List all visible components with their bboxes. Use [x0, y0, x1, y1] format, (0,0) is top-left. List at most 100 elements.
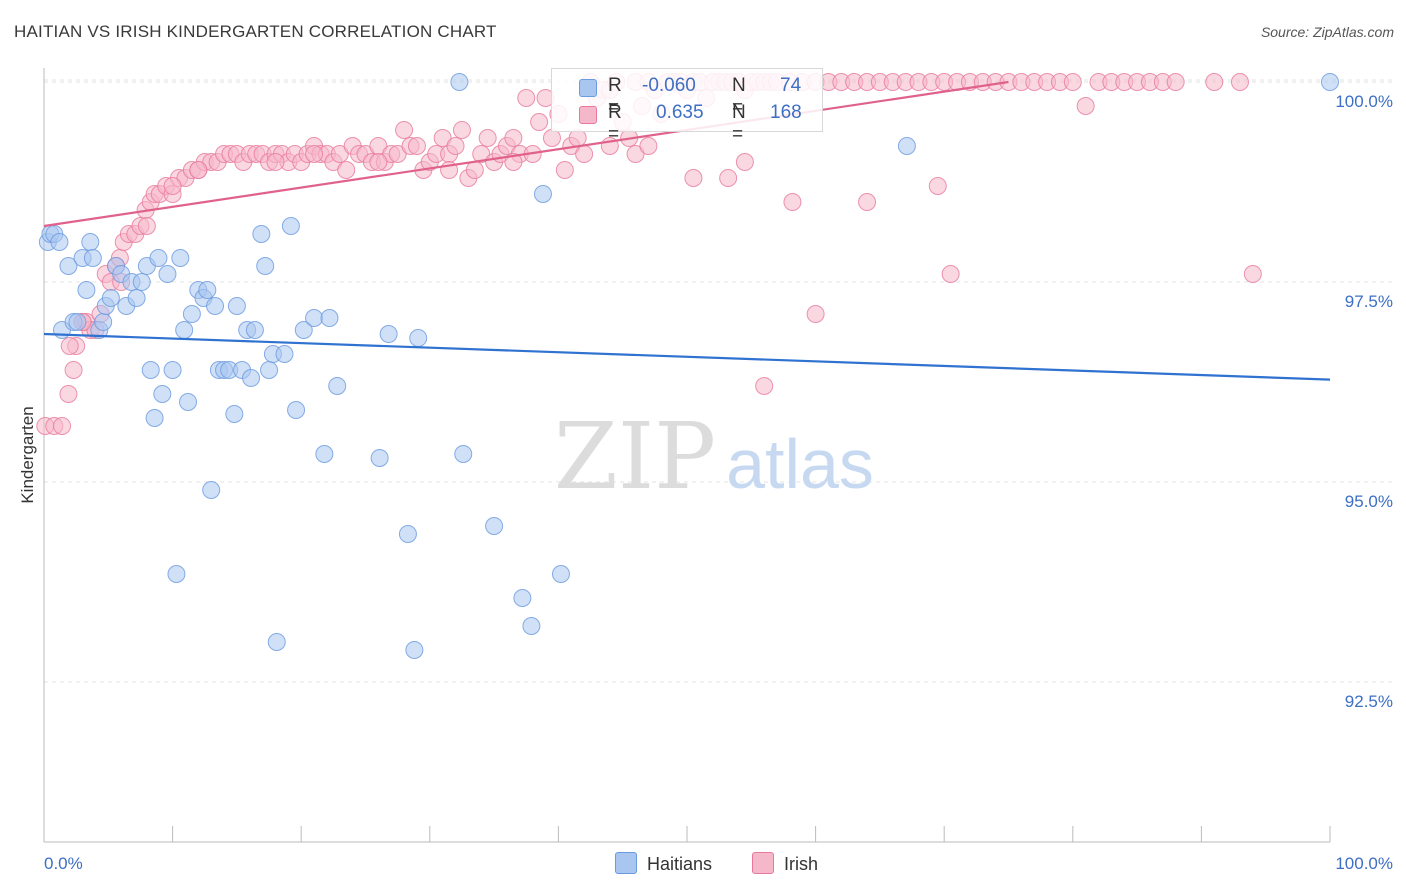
- haitians-point: [242, 369, 261, 387]
- haitians-point: [294, 321, 313, 339]
- irish-point: [163, 177, 182, 195]
- chart-title: HAITIAN VS IRISH KINDERGARTEN CORRELATIO…: [14, 22, 497, 41]
- irish-point: [755, 377, 774, 395]
- haitians-point: [153, 385, 172, 403]
- irish-point: [369, 153, 388, 171]
- irish-r-label: R =: [608, 102, 622, 145]
- haitians-point: [127, 289, 146, 307]
- irish-point: [806, 305, 825, 323]
- irish-point: [555, 161, 574, 179]
- irish-point: [330, 145, 349, 163]
- irish-point: [941, 265, 960, 283]
- haitians-point: [163, 361, 182, 379]
- haitians-r-label: R =: [608, 75, 622, 118]
- irish-point: [1076, 97, 1095, 115]
- data-points: [36, 73, 1339, 659]
- irish-point: [1205, 73, 1224, 91]
- x-tick-label: 0.0%: [44, 854, 83, 873]
- irish-point: [1166, 73, 1185, 91]
- legend-swatch-irish: [752, 852, 774, 874]
- haitians-point: [158, 265, 177, 283]
- haitians-point: [202, 481, 221, 499]
- irish-point: [305, 145, 324, 163]
- tick-labels: 92.5% 95.0% 97.5% 100.0% 0.0% 100.0%: [44, 92, 1393, 873]
- y-tick-label: 92.5%: [1345, 692, 1393, 711]
- legend-item-haitians: Haitians: [615, 852, 712, 875]
- haitians-point: [50, 233, 69, 251]
- irish-point: [137, 217, 156, 235]
- watermark-atlas: atlas: [726, 425, 874, 503]
- haitians-point: [485, 517, 504, 535]
- y-tick-label: 95.0%: [1345, 492, 1393, 511]
- haitians-point: [287, 401, 306, 419]
- irish-point: [504, 129, 523, 147]
- y-tick-label: 100.0%: [1335, 92, 1393, 111]
- irish-point: [1063, 73, 1082, 91]
- irish-point: [53, 417, 72, 435]
- haitians-point: [81, 233, 100, 251]
- irish-point: [1243, 265, 1262, 283]
- irish-point: [568, 129, 587, 147]
- haitians-point: [77, 281, 96, 299]
- watermark-zip: ZIP: [554, 403, 716, 510]
- haitians-point: [68, 313, 87, 331]
- haitians-point: [1321, 73, 1339, 91]
- irish-trend-line: [43, 80, 1009, 228]
- haitians-point: [328, 377, 347, 395]
- y-tick-label: 97.5%: [1345, 292, 1393, 311]
- haitians-point: [370, 449, 389, 467]
- legend-swatch-haitians: [615, 852, 637, 874]
- irish-point: [858, 193, 877, 211]
- trend-lines: [43, 80, 1331, 381]
- haitians-point: [281, 217, 300, 235]
- haitians-point: [141, 361, 160, 379]
- irish-point: [719, 169, 738, 187]
- irish-point: [517, 89, 536, 107]
- haitians-point: [59, 257, 78, 275]
- irish-point: [928, 177, 947, 195]
- irish-point: [530, 113, 549, 131]
- y-axis-label: Kindergarten: [18, 406, 37, 503]
- irish-point: [388, 145, 407, 163]
- haitians-point: [83, 249, 102, 267]
- irish-point: [407, 137, 426, 155]
- x-tick-label: 100.0%: [1335, 854, 1393, 873]
- irish-point: [59, 385, 78, 403]
- irish-point: [626, 145, 645, 163]
- haitians-point: [533, 185, 552, 203]
- irish-point: [395, 121, 414, 139]
- haitians-point: [405, 641, 424, 659]
- haitians-point: [522, 617, 541, 635]
- haitians-point: [227, 297, 246, 315]
- haitians-point: [379, 325, 398, 343]
- irish-point: [478, 129, 497, 147]
- haitians-point: [252, 225, 271, 243]
- haitians-point: [267, 633, 286, 651]
- haitians-point: [551, 565, 570, 583]
- irish-point: [639, 137, 658, 155]
- haitians-point: [409, 329, 428, 347]
- irish-point: [542, 129, 561, 147]
- haitians-point: [182, 305, 201, 323]
- haitians-n-value: 74: [780, 75, 802, 96]
- irish-point: [337, 161, 356, 179]
- irish-n-label: N =: [732, 102, 746, 145]
- haitians-point: [245, 321, 264, 339]
- haitians-point: [256, 257, 275, 275]
- irish-point: [465, 161, 484, 179]
- haitians-point: [225, 405, 244, 423]
- irish-point: [64, 361, 83, 379]
- haitians-point: [320, 309, 339, 327]
- axes: [43, 68, 1331, 843]
- irish-point: [575, 145, 594, 163]
- haitians-swatch: [579, 79, 597, 97]
- haitians-point: [171, 249, 190, 267]
- irish-point: [1230, 73, 1249, 91]
- haitians-point: [101, 289, 120, 307]
- legend-label-irish: Irish: [784, 854, 819, 874]
- haitians-point: [897, 137, 916, 155]
- source-label: Source: ZipAtlas.com: [1260, 24, 1394, 40]
- haitians-point: [198, 281, 217, 299]
- legend-item-irish: Irish: [752, 852, 818, 875]
- haitians-point: [132, 273, 151, 291]
